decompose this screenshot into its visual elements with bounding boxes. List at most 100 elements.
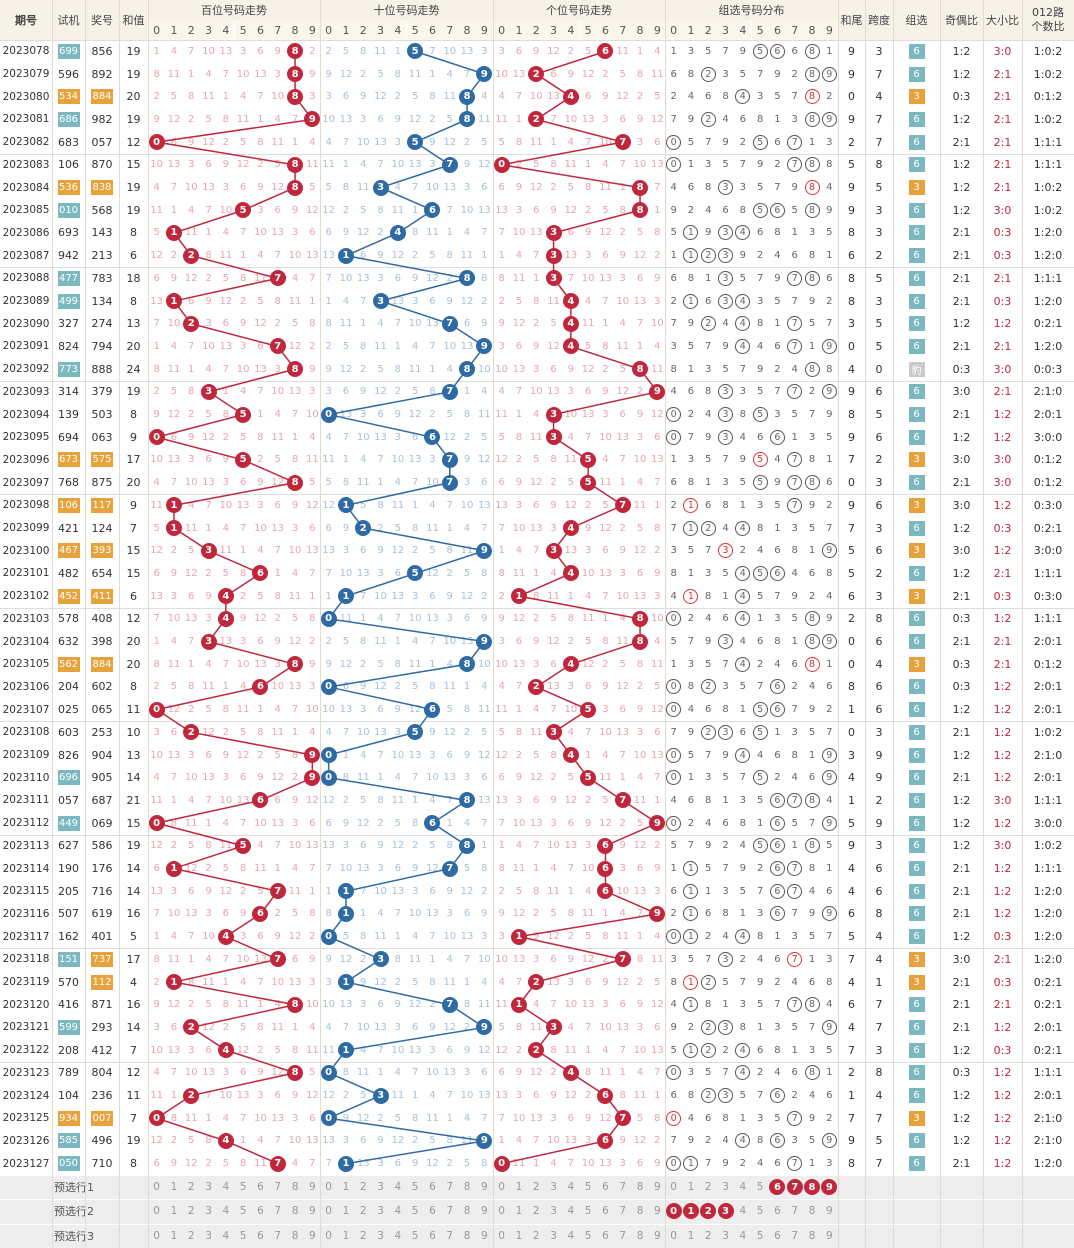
- preselect-digit[interactable]: 0: [325, 1181, 332, 1194]
- preselect-digit[interactable]: 9: [653, 1181, 661, 1194]
- preselect-digit[interactable]: 1: [687, 1229, 695, 1242]
- preselect-digit[interactable]: 5: [411, 1181, 419, 1194]
- preselect-digit[interactable]: 7: [446, 1205, 454, 1218]
- preselect-digit[interactable]: 3: [550, 1205, 557, 1218]
- preselect-digit[interactable]: 6: [257, 1229, 264, 1242]
- preselect-digit[interactable]: 1: [170, 1181, 178, 1194]
- preselect-digit[interactable]: 5: [411, 1205, 419, 1218]
- preselect-digit[interactable]: 7: [786, 1175, 803, 1199]
- preselect-digit[interactable]: 3: [550, 1181, 557, 1194]
- preselect-digit[interactable]: 2: [359, 1181, 367, 1194]
- preselect-digit[interactable]: 8: [291, 1181, 299, 1194]
- preselect-digit[interactable]: 2: [187, 1229, 195, 1242]
- preselect-digit[interactable]: 6: [602, 1229, 609, 1242]
- preselect-digit[interactable]: 9: [480, 1181, 488, 1194]
- preselect-digit[interactable]: 4: [394, 1229, 402, 1242]
- preselect-row[interactable]: [0, 1199, 1074, 1224]
- preselect-digit[interactable]: 4: [222, 1205, 230, 1218]
- preselect-digit[interactable]: 1: [515, 1229, 523, 1242]
- preselect-digit[interactable]: 5: [584, 1205, 592, 1218]
- preselect-digit[interactable]: 4: [567, 1181, 575, 1194]
- preselect-digit[interactable]: 3: [377, 1229, 384, 1242]
- preselect-digit[interactable]: 6: [602, 1205, 609, 1218]
- preselect-digit[interactable]: 3: [377, 1181, 384, 1194]
- preselect-digit[interactable]: 8: [463, 1181, 471, 1194]
- preselect-digit[interactable]: 8: [463, 1229, 471, 1242]
- preselect-digit[interactable]: 9: [653, 1229, 661, 1242]
- preselect-digit[interactable]: 8: [803, 1175, 821, 1199]
- preselect-digit[interactable]: 8: [291, 1205, 299, 1218]
- preselect-selected-ball[interactable]: 7: [786, 1179, 803, 1196]
- preselect-digit[interactable]: 4: [222, 1181, 230, 1194]
- preselect-digit[interactable]: 0: [153, 1229, 160, 1242]
- preselect-digit[interactable]: 1: [342, 1205, 350, 1218]
- preselect-selected-ball[interactable]: 0: [665, 1203, 682, 1220]
- preselect-digit[interactable]: 8: [808, 1205, 816, 1218]
- preselect-digit[interactable]: 9: [308, 1181, 316, 1194]
- preselect-digit[interactable]: 6: [602, 1181, 609, 1194]
- preselect-digit[interactable]: 9: [308, 1205, 316, 1218]
- preselect-digit[interactable]: 5: [239, 1229, 247, 1242]
- preselect-digit[interactable]: 6: [257, 1181, 264, 1194]
- preselect-digit[interactable]: 1: [170, 1205, 178, 1218]
- preselect-digit[interactable]: 7: [619, 1181, 627, 1194]
- preselect-selected-ball[interactable]: 3: [717, 1203, 734, 1220]
- preselect-digit[interactable]: 2: [359, 1229, 367, 1242]
- preselect-digit[interactable]: 7: [446, 1181, 454, 1194]
- preselect-row[interactable]: [0, 1223, 1074, 1248]
- preselect-digit[interactable]: 4: [394, 1181, 402, 1194]
- preselect-digit[interactable]: 7: [791, 1205, 799, 1218]
- preselect-digit[interactable]: 7: [274, 1229, 282, 1242]
- preselect-digit[interactable]: 0: [670, 1229, 677, 1242]
- preselect-digit[interactable]: 5: [584, 1181, 592, 1194]
- preselect-digit[interactable]: 2: [532, 1229, 540, 1242]
- preselect-selected-ball[interactable]: 2: [700, 1203, 717, 1220]
- preselect-digit[interactable]: 0: [153, 1181, 160, 1194]
- preselect-digit[interactable]: 1: [170, 1229, 178, 1242]
- preselect-digit[interactable]: 4: [394, 1205, 402, 1218]
- preselect-digit[interactable]: 2: [359, 1205, 367, 1218]
- preselect-digit[interactable]: 9: [308, 1229, 316, 1242]
- preselect-digit[interactable]: 6: [774, 1229, 781, 1242]
- preselect-digit[interactable]: 1: [687, 1181, 695, 1194]
- preselect-digit[interactable]: 5: [239, 1181, 247, 1194]
- preselect-digit[interactable]: 1: [342, 1181, 350, 1194]
- preselect-digit[interactable]: 6: [769, 1175, 786, 1199]
- preselect-digit[interactable]: 7: [274, 1205, 282, 1218]
- preselect-selected-ball[interactable]: 6: [769, 1179, 786, 1196]
- preselect-digit[interactable]: 7: [619, 1205, 627, 1218]
- preselect-selected-ball[interactable]: 8: [804, 1179, 821, 1196]
- preselect-digit[interactable]: 3: [205, 1181, 212, 1194]
- preselect-digit[interactable]: 5: [411, 1229, 419, 1242]
- preselect-digit[interactable]: 0: [665, 1199, 682, 1223]
- preselect-digit[interactable]: 4: [222, 1229, 230, 1242]
- preselect-digit[interactable]: 3: [722, 1229, 729, 1242]
- preselect-digit[interactable]: 0: [670, 1181, 677, 1194]
- preselect-selected-ball[interactable]: 1: [682, 1203, 699, 1220]
- preselect-digit[interactable]: 5: [239, 1205, 247, 1218]
- preselect-digit[interactable]: 1: [515, 1205, 523, 1218]
- preselect-digit[interactable]: 9: [825, 1205, 833, 1218]
- preselect-digit[interactable]: 9: [821, 1175, 838, 1199]
- preselect-digit[interactable]: 0: [498, 1229, 505, 1242]
- preselect-digit[interactable]: 5: [756, 1229, 764, 1242]
- preselect-digit[interactable]: 5: [756, 1205, 764, 1218]
- preselect-digit[interactable]: 9: [653, 1205, 661, 1218]
- preselect-digit[interactable]: 8: [808, 1229, 816, 1242]
- preselect-digit[interactable]: 8: [463, 1205, 471, 1218]
- preselect-digit[interactable]: 1: [682, 1199, 699, 1223]
- preselect-digit[interactable]: 4: [567, 1205, 575, 1218]
- preselect-digit[interactable]: 8: [636, 1181, 644, 1194]
- preselect-digit[interactable]: 9: [825, 1229, 833, 1242]
- preselect-digit[interactable]: 7: [446, 1229, 454, 1242]
- preselect-digit[interactable]: 8: [636, 1205, 644, 1218]
- preselect-digit[interactable]: 8: [636, 1229, 644, 1242]
- preselect-digit[interactable]: 2: [704, 1181, 712, 1194]
- preselect-digit[interactable]: 3: [377, 1205, 384, 1218]
- preselect-digit[interactable]: 2: [532, 1181, 540, 1194]
- preselect-digit[interactable]: 9: [480, 1229, 488, 1242]
- preselect-digit[interactable]: 3: [205, 1229, 212, 1242]
- preselect-digit[interactable]: 9: [480, 1205, 488, 1218]
- preselect-digit[interactable]: 7: [274, 1181, 282, 1194]
- preselect-digit[interactable]: 6: [429, 1229, 436, 1242]
